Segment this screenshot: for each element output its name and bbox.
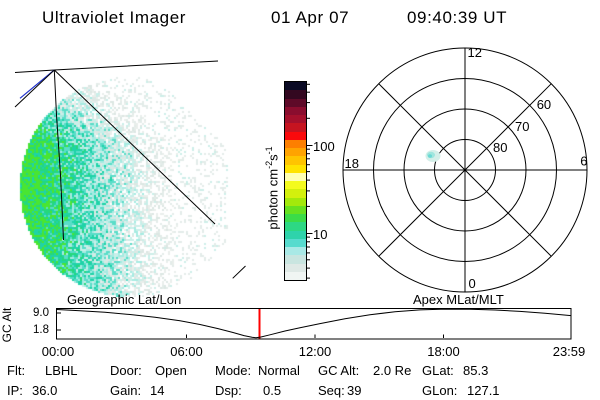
colorbar-band: [285, 214, 306, 223]
caption-apex-mlat-mlt: Apex MLat/MLT: [413, 292, 504, 307]
status-label: Seq:: [318, 382, 345, 398]
colorbar-band: [285, 90, 306, 99]
mlat-label-80: 80: [493, 140, 507, 155]
colorbar-band: [285, 255, 306, 264]
status-gcalt: GC Alt: 2.0 Re: [318, 362, 411, 378]
colorbar-band: [285, 106, 306, 115]
xtick-1800: 18:00: [427, 344, 460, 359]
disk-meridian-line: [53, 69, 64, 241]
colorbar-band: [285, 181, 306, 190]
status-glon: GLon: 127.1: [422, 382, 500, 398]
app-title: Ultraviolet Imager: [42, 8, 187, 27]
colorbar-band: [285, 238, 306, 247]
gc-alt-plot: [56, 308, 572, 340]
colorbar-band: [285, 164, 306, 173]
status-value: 85.3: [463, 362, 489, 378]
aurora-blob-core: [428, 154, 432, 158]
colorbar-band: [285, 123, 306, 132]
status-ip: IP: 36.0: [7, 382, 57, 398]
status-value: LBHL: [45, 362, 78, 378]
mlt-label-18: 18: [345, 156, 359, 171]
status-flt: Flt: LBHL: [7, 362, 78, 378]
colorbar-ticks: [306, 83, 313, 279]
colorbar-band: [285, 271, 306, 280]
xtick-2359: 23:59: [552, 344, 586, 359]
status-door: Door: Open: [110, 362, 187, 378]
status-value: 127.1: [467, 382, 500, 398]
mlat-label-70: 70: [515, 119, 529, 134]
colorbar-band: [285, 139, 306, 148]
gc-alt-axis-ticks: [57, 312, 444, 338]
colorbar-gradient: [285, 82, 306, 280]
colorbar-band: [285, 172, 306, 181]
gc-alt-curve: [56, 308, 572, 339]
header-time: 09:40:39 UT: [407, 8, 508, 27]
status-label: Dsp:: [215, 382, 242, 398]
status-label: Door:: [110, 362, 142, 378]
status-label: GLon:: [422, 382, 458, 398]
gc-alt-axis-label: GC Alt: [0, 307, 14, 343]
colorbar-band: [285, 131, 306, 140]
status-label: IP:: [7, 382, 23, 398]
status-value: 2.0 Re: [373, 362, 412, 378]
mlt-spoke-diag-2: [378, 83, 552, 257]
colorbar-band: [285, 205, 306, 214]
xtick-0000: 00:00: [41, 344, 75, 359]
apex-polar-plot: 12 18 6 0 60 70 80: [342, 45, 588, 293]
status-glat: GLat: 85.3: [422, 362, 488, 378]
colorbar-band: [285, 148, 306, 157]
mlt-label-0: 0: [469, 276, 476, 291]
mlt-label-12: 12: [468, 45, 482, 60]
ytick-1-8: 1.8: [33, 324, 49, 336]
uv-earth-disk-image: [18, 75, 240, 297]
ytick-9-0: 9.0: [33, 307, 49, 319]
xtick-0600: 06:00: [170, 344, 203, 359]
colorbar: [284, 81, 307, 281]
status-value: Open: [155, 362, 187, 378]
mlt-label-6: 6: [580, 154, 587, 169]
status-gain: Gain: 14: [110, 382, 164, 398]
status-label: GLat:: [422, 362, 454, 378]
header-date: 01 Apr 07: [271, 8, 350, 27]
disk-edge-segment: [232, 265, 246, 279]
status-value: 14: [150, 382, 165, 398]
colorbar-band: [285, 189, 306, 198]
mlat-label-60: 60: [537, 97, 551, 112]
status-label: Flt:: [7, 362, 26, 378]
status-dsp: Dsp: 0.5: [215, 382, 281, 398]
colorbar-band: [285, 230, 306, 239]
disk-fov-line-left: [14, 69, 55, 108]
caption-geographic-latlon: Geographic Lat/Lon: [67, 292, 182, 307]
status-mode: Mode: Normal: [215, 362, 300, 378]
status-label: Gain:: [110, 382, 142, 398]
disk-horizon-line: [14, 60, 219, 73]
status-value: 39: [347, 382, 362, 398]
colorbar-band: [285, 82, 306, 91]
colorbar-band: [285, 98, 306, 107]
xtick-1200: 12:00: [298, 344, 332, 359]
status-label: Mode:: [215, 362, 252, 378]
disk-fov-line-diagonal: [53, 69, 216, 225]
status-value: 36.0: [32, 382, 58, 398]
colorbar-band: [285, 156, 306, 165]
colorbar-band: [285, 222, 306, 231]
status-value: Normal: [258, 362, 300, 378]
status-label: GC Alt:: [318, 362, 360, 378]
gc-alt-frame: [56, 308, 572, 340]
colorbar-band: [285, 197, 306, 206]
colorbar-band: [285, 115, 306, 124]
status-seq: Seq: 39: [318, 382, 361, 398]
colorbar-tick-label-10: 10: [313, 227, 328, 242]
colorbar-band: [285, 263, 306, 272]
colorbar-band: [285, 247, 306, 256]
colorbar-tick-label-100: 100: [313, 139, 335, 154]
status-value: 0.5: [263, 382, 282, 398]
